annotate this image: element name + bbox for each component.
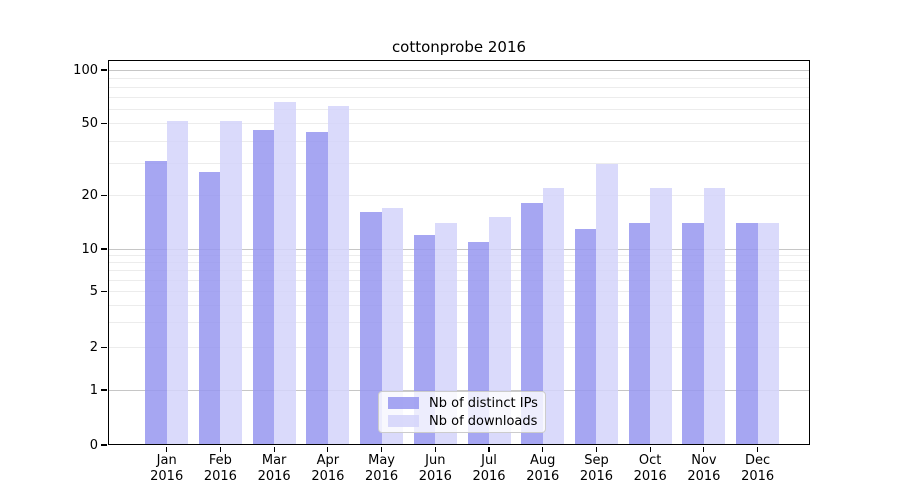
x-tick-label: Jan 2016 [150, 453, 184, 484]
y-tick-label: 20 [81, 187, 98, 203]
y-tick-label: 100 [73, 62, 98, 78]
gridline-minor [109, 109, 809, 111]
x-tick-mark [649, 446, 651, 452]
gridline-minor [109, 86, 809, 88]
gridline-minor [109, 77, 809, 79]
bar-distinct-ips [736, 222, 758, 445]
bar-distinct-ips [145, 161, 167, 445]
x-tick-mark [327, 446, 329, 452]
y-tick-mark [101, 123, 107, 125]
bar-distinct-ips [628, 222, 651, 445]
bar-downloads [489, 217, 511, 445]
x-tick-label: Apr 2016 [311, 453, 345, 484]
x-tick-mark [595, 446, 598, 452]
x-tick-mark [380, 446, 383, 452]
gridline-minor [109, 279, 809, 281]
gridline-minor [109, 140, 809, 142]
bar-distinct-ips [252, 130, 275, 445]
x-tick-label: Jul 2016 [472, 453, 506, 484]
x-tick-label: Mar 2016 [257, 453, 291, 484]
legend-item-distinct-ips: Nb of distinct IPs [388, 395, 538, 411]
x-tick-label: Dec 2016 [741, 453, 775, 484]
y-tick-mark [101, 248, 107, 250]
bar-distinct-ips [198, 171, 221, 445]
y-tick-mark [101, 290, 107, 293]
bar-downloads [703, 187, 726, 445]
gridline-minor [109, 262, 809, 264]
bar-distinct-ips [682, 222, 704, 445]
x-tick-mark [434, 446, 436, 452]
gridline-minor [109, 254, 809, 256]
legend-label: Nb of distinct IPs [429, 395, 538, 411]
bar-downloads [596, 163, 618, 445]
x-tick-mark [703, 446, 705, 452]
legend-label: Nb of downloads [429, 413, 538, 429]
x-tick-label: Jun 2016 [418, 453, 452, 484]
y-tick-mark [101, 389, 107, 391]
x-tick-mark [542, 446, 544, 452]
x-tick-mark [219, 446, 221, 452]
bar-distinct-ips [360, 212, 382, 445]
x-tick-label: May 2016 [365, 453, 399, 484]
bar-downloads [166, 120, 189, 445]
legend-swatch-downloads [388, 415, 419, 427]
chart-title: cottonprobe 2016 [391, 38, 527, 56]
legend: Nb of distinct IPs Nb of downloads [378, 391, 546, 433]
bar-downloads [327, 105, 350, 445]
gridline-minor [109, 123, 809, 125]
y-tick-label: 2 [89, 340, 98, 356]
x-tick-label: Feb 2016 [203, 453, 237, 484]
gridline-minor [109, 97, 809, 99]
bar-downloads [220, 120, 242, 445]
y-tick-label: 5 [89, 283, 98, 299]
gridline-minor [109, 270, 809, 272]
bar-downloads [435, 222, 457, 445]
x-tick-mark [757, 446, 759, 452]
bar-distinct-ips [521, 203, 543, 445]
gridline-minor [109, 322, 809, 324]
gridline-major [109, 389, 809, 391]
y-tick-mark [101, 69, 107, 71]
legend-swatch-ips [388, 397, 419, 409]
gridline-minor [109, 304, 809, 306]
bar-downloads [542, 187, 565, 445]
gridline-major [109, 69, 809, 71]
x-tick-label: Aug 2016 [526, 453, 560, 484]
x-tick-mark [166, 446, 168, 452]
y-tick-mark [101, 346, 107, 349]
gridline-minor [109, 194, 809, 196]
bar-downloads [650, 187, 672, 445]
gridline-minor [109, 163, 809, 165]
y-tick-label: 1 [89, 382, 98, 398]
legend-item-downloads: Nb of downloads [388, 413, 538, 429]
x-tick-label: Sep 2016 [579, 453, 613, 484]
x-tick-mark [488, 446, 490, 452]
bar-downloads [274, 102, 296, 445]
bar-downloads [757, 222, 780, 445]
x-tick-label: Oct 2016 [633, 453, 667, 484]
x-tick-mark [273, 446, 275, 452]
x-tick-label: Nov 2016 [687, 453, 721, 484]
gridline-minor [109, 347, 809, 349]
bar-distinct-ips [306, 132, 328, 445]
bar-distinct-ips [574, 228, 597, 445]
bar-downloads [381, 207, 404, 445]
y-tick-label: 10 [81, 241, 98, 257]
gridline-minor [109, 290, 809, 292]
y-tick-mark [101, 444, 107, 446]
y-tick-label: 0 [89, 437, 98, 453]
y-tick-mark [101, 194, 107, 196]
y-tick-label: 50 [81, 116, 98, 132]
gridline-major [109, 248, 809, 250]
